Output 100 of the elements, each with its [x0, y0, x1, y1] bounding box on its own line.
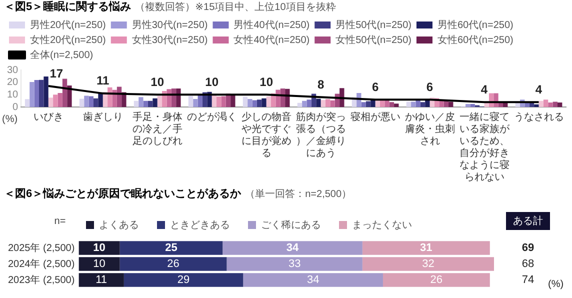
bar — [543, 100, 548, 107]
bar — [38, 80, 44, 107]
legend-label: まったくない — [352, 220, 412, 231]
bar — [222, 241, 362, 255]
text: 69 — [522, 242, 534, 254]
x-tick-label: 歯ぎしり — [82, 110, 123, 123]
x-tick-label: のどが渇く — [186, 110, 237, 123]
bar — [420, 102, 426, 107]
x-tick-label: 手足・身体の冷え／手足のしびれ — [132, 110, 182, 147]
bar — [411, 102, 416, 107]
bar — [302, 100, 307, 107]
legend-label: 男性50代(n=250) — [336, 18, 412, 31]
x-tick-label: いびき — [33, 112, 64, 123]
legend-label: 女性60代(n=250) — [437, 34, 514, 46]
bar — [242, 96, 248, 107]
bar — [93, 98, 98, 107]
text: n= — [54, 216, 66, 227]
data-label: 10 — [93, 242, 106, 254]
bar — [330, 100, 335, 107]
bar — [120, 241, 223, 255]
data-label: 32 — [422, 258, 434, 270]
bar — [266, 96, 272, 107]
bar — [30, 82, 34, 107]
bar — [534, 104, 539, 107]
bar — [193, 98, 198, 107]
y-tick-label: 0 — [12, 102, 19, 113]
bar — [297, 102, 302, 107]
data-label: 26 — [430, 274, 443, 286]
bar — [48, 98, 54, 107]
bar — [34, 80, 39, 107]
bar — [389, 102, 394, 107]
bar — [226, 257, 362, 271]
data-label: 33 — [288, 258, 301, 270]
data-label: 4 — [535, 82, 542, 96]
bar — [157, 96, 162, 107]
bar — [529, 102, 534, 107]
data-label: 34 — [286, 242, 300, 254]
bar — [416, 100, 420, 107]
text: 74 — [522, 274, 534, 286]
data-label: 25 — [165, 242, 178, 254]
bar — [548, 102, 553, 107]
data-label: 10 — [150, 74, 164, 89]
y-tick-label: 30 — [7, 64, 19, 76]
data-label: 26 — [167, 258, 180, 270]
bar — [198, 94, 202, 107]
bar — [67, 86, 72, 107]
text: 68 — [522, 258, 534, 270]
bar — [120, 257, 227, 271]
legend-label: 男性40代(n=250) — [234, 18, 310, 31]
chart-title: ＜図5＞睡眠に関する悩み — [4, 1, 132, 13]
bar — [88, 96, 94, 107]
legend-label: 女性20代(n=250) — [30, 34, 106, 46]
data-label: 11 — [96, 74, 110, 88]
text: ある計 — [513, 214, 543, 227]
y-tick-label: 20 — [7, 77, 19, 88]
legend-label: 女性50代(n=250) — [336, 34, 412, 46]
legend-label: 女性40代(n=250) — [234, 34, 310, 46]
bar — [262, 98, 266, 107]
data-label: 34 — [306, 274, 320, 286]
bar — [152, 98, 158, 107]
bar — [439, 100, 444, 107]
legend-label: 男性30代(n=250) — [132, 18, 208, 31]
legend-label: ごく稀にある — [261, 218, 321, 231]
bar — [78, 257, 120, 271]
bar — [316, 98, 321, 107]
data-label: 17 — [50, 66, 64, 80]
data-label: 4 — [480, 82, 488, 96]
data-label: 6 — [372, 80, 379, 94]
x-tick-label: 筋肉が突っ張る（つる）／金縛りにあう — [296, 110, 346, 159]
text: (%) — [2, 114, 18, 125]
bar — [380, 100, 385, 107]
legend-label: 女性30代(n=250) — [132, 34, 208, 46]
y-tick-label: 2023年 (2,500) — [8, 274, 75, 286]
bar — [212, 95, 217, 107]
bar — [79, 98, 84, 107]
y-tick-label: 2024年 (2,500) — [8, 258, 75, 270]
bar — [78, 273, 124, 287]
bar — [470, 104, 475, 107]
bar — [320, 100, 326, 107]
chart-subtitle: （複数回答）※15項目中、上位10項目を抜粋 — [135, 2, 336, 13]
bar — [384, 100, 390, 107]
data-label: 10 — [93, 258, 106, 270]
bar — [361, 102, 366, 107]
bar — [256, 100, 262, 107]
bar — [243, 273, 383, 287]
data-label: 6 — [426, 80, 434, 94]
bar — [134, 100, 139, 107]
bar — [53, 94, 58, 107]
x-tick-label: かゆい／皮膚炎・虫刺され — [404, 110, 455, 147]
bar — [538, 100, 544, 107]
y-tick-label: 10 — [7, 89, 19, 100]
bar — [230, 94, 236, 107]
bar — [362, 241, 490, 255]
legend-label: ときどきある — [170, 220, 230, 231]
bar — [148, 100, 153, 107]
x-tick-label: 一緒に寝ている家族がいるため、自分が好きなように寝られない — [459, 110, 510, 183]
bar — [466, 104, 470, 107]
bar — [248, 98, 252, 107]
bar — [382, 273, 490, 287]
bar — [78, 241, 120, 255]
